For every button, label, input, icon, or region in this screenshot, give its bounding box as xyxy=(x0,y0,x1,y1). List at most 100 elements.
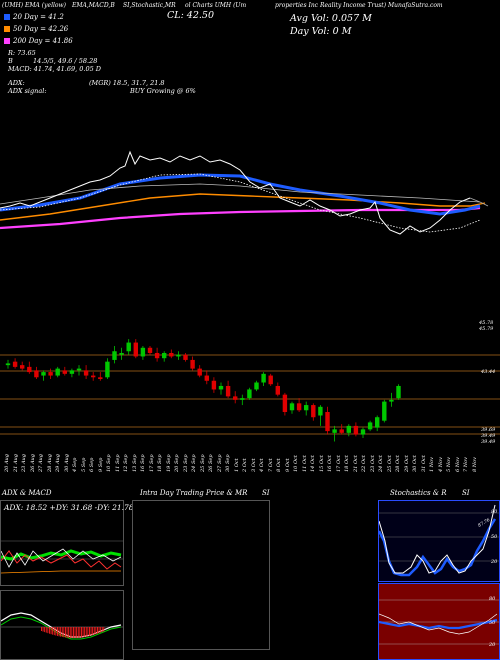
date-label: 26 Sep xyxy=(208,454,214,472)
date-label: 2 Oct xyxy=(242,458,248,472)
macd-bar xyxy=(52,627,54,635)
date-label: 17 Oct xyxy=(335,455,342,472)
macd-bar xyxy=(73,627,74,638)
macd-bar xyxy=(89,627,90,636)
rsi-tick-80: 80 xyxy=(489,596,496,602)
date-label: 5 Sep xyxy=(80,457,87,472)
price-level-2: 45.79 xyxy=(479,326,494,332)
candle-body xyxy=(169,352,174,357)
header-company: properties Inc Reality Income Trust) Mun… xyxy=(275,2,443,9)
candle-body xyxy=(183,354,188,360)
ema-200-line xyxy=(0,206,481,230)
candle-body xyxy=(289,403,295,411)
date-axis: 20 Aug 21 Aug 23 Aug 26 Aug 27 Aug 28 Aug 29 A… xyxy=(0,446,500,482)
indicator-adx-buy: BUY Growing @ 6% xyxy=(130,87,196,95)
macd-bar xyxy=(42,627,44,632)
legend-200-day-swatch xyxy=(4,38,10,44)
candle-body xyxy=(98,377,103,380)
macd-bar xyxy=(87,627,89,637)
stoch-tick-20: 20 xyxy=(490,559,498,565)
candle-body xyxy=(197,368,202,376)
macd-bar xyxy=(65,627,66,638)
legend-200-day-label: 200 Day = 41.86 xyxy=(13,37,73,45)
candle-body xyxy=(211,380,217,390)
macd-bar xyxy=(49,627,50,634)
macd-bar xyxy=(71,627,73,638)
macd-bar xyxy=(69,627,71,638)
candles-group xyxy=(5,339,401,442)
date-label: 30 Sep xyxy=(225,454,231,472)
date-label: 5 Nov xyxy=(446,457,452,472)
candle-body xyxy=(204,375,209,381)
date-label: 25 Sep xyxy=(199,454,206,472)
legend-20-day-label: 20 Day = 41.2 xyxy=(13,13,64,21)
date-label: 25 Oct xyxy=(386,455,393,472)
date-label: 29 Aug xyxy=(55,454,61,472)
macd-bar xyxy=(77,627,79,638)
date-label: 7 Oct xyxy=(267,458,274,472)
rsi-white-line xyxy=(379,613,498,635)
header-symbol: (UMH) EMA (yellow) xyxy=(2,2,66,9)
date-label: 28 Aug xyxy=(46,454,53,472)
candle-body xyxy=(218,385,224,390)
date-label: 28 Oct xyxy=(395,455,401,472)
date-label: 18 Oct xyxy=(344,455,350,472)
candle-body xyxy=(339,429,344,433)
stochastic-lines: 80 50 20 87.76 xyxy=(379,504,499,577)
candle-body xyxy=(62,370,67,374)
price-line-tail xyxy=(469,197,489,207)
macd-bar xyxy=(47,627,49,634)
day-volume: Day Vol: 0 M xyxy=(290,26,352,37)
candle-body xyxy=(55,368,60,376)
indicator-macd: MACD: 41.74, 41.69, 0.05 D xyxy=(8,65,102,73)
candle-body xyxy=(20,365,25,369)
candle-body xyxy=(261,373,266,383)
rsi-tick-20: 20 xyxy=(488,642,496,648)
candle-body xyxy=(389,399,394,402)
stoch-si: SI xyxy=(462,489,470,497)
intra-day-panel xyxy=(132,500,270,650)
date-label: 18 Sep xyxy=(157,454,163,472)
price-level-4: 39.69 xyxy=(481,427,496,433)
macd-bar xyxy=(66,627,68,638)
date-label: 30 Oct xyxy=(412,455,418,472)
date-label: 15 Oct xyxy=(318,455,325,472)
date-label: 24 Sep xyxy=(191,454,197,472)
date-label: 3 Oct xyxy=(250,458,257,472)
ema-50-line xyxy=(0,193,486,221)
candle-body xyxy=(126,342,131,352)
candle-body xyxy=(83,370,89,376)
indicator-b-values: 14.5/5, 49.6 / 58.28 xyxy=(33,57,98,65)
date-label: 16 Sep xyxy=(140,454,146,472)
candle-body xyxy=(34,370,39,378)
date-label: 23 Sep xyxy=(182,454,189,472)
date-label: 7 Nov xyxy=(463,457,469,472)
ema-20-line xyxy=(0,173,481,216)
date-label: 27 Aug xyxy=(38,454,44,472)
indicator-r: R: 73.65 xyxy=(8,49,36,57)
candle-body xyxy=(69,370,75,374)
candle-body xyxy=(375,417,380,428)
header-stoch-tag: SI,Stochastic,MR xyxy=(123,2,176,9)
macd-bar xyxy=(45,627,47,633)
date-label: 6 Sep xyxy=(89,457,95,472)
macd-histogram xyxy=(41,627,105,638)
candle-body xyxy=(318,406,323,416)
rsi-panel: 80 50 20 xyxy=(378,583,500,660)
candle-body xyxy=(325,412,330,432)
price-line xyxy=(0,150,471,235)
candle-body xyxy=(275,385,280,395)
date-label: 4 Nov xyxy=(437,457,444,472)
price-level-1: 45.78 xyxy=(479,320,494,326)
date-label: 4 Sep xyxy=(72,457,78,472)
price-level-6: 39.49 xyxy=(481,439,496,445)
date-label: 16 Oct xyxy=(327,455,333,472)
date-label: 31 Oct xyxy=(420,455,427,472)
candle-body xyxy=(396,385,401,399)
legend-20-day-swatch xyxy=(4,14,10,20)
adx-orange-line xyxy=(1,570,121,574)
date-label: 11 Sep xyxy=(114,454,121,472)
candle-body xyxy=(254,382,259,390)
date-label: 19 Sep xyxy=(165,454,172,472)
date-label: 8 Nov xyxy=(471,457,478,472)
